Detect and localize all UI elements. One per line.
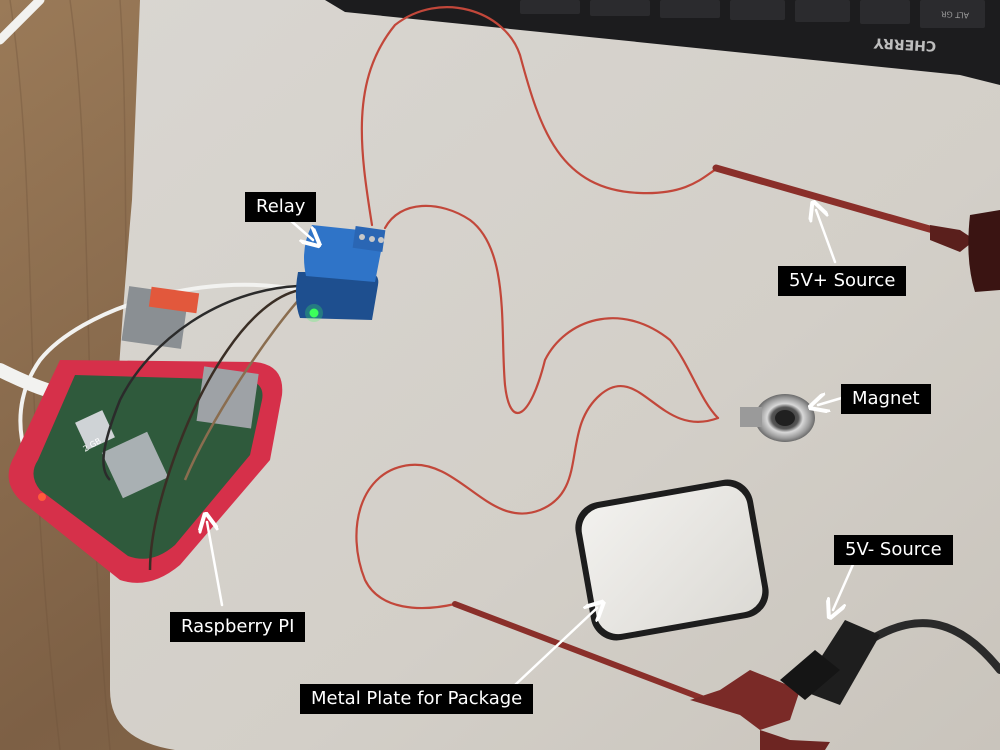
gpio-wires <box>102 284 306 571</box>
power-cable <box>780 619 1000 705</box>
raspberry-pi: 2 GB <box>8 284 306 583</box>
arrow-plate <box>513 608 597 687</box>
label-metal-plate: Metal Plate for Package <box>300 684 534 714</box>
ram-chip <box>75 410 115 450</box>
arrow-raspberry <box>207 522 224 607</box>
label-5v-minus: 5V- Source <box>834 535 953 565</box>
relay-module <box>295 225 386 322</box>
magnet <box>740 394 815 442</box>
label-5v-plus: 5V+ Source <box>778 266 907 296</box>
label-magnet: Magnet <box>841 384 931 414</box>
arrow-5v-minus <box>833 558 857 610</box>
keyboard-key-text: ALT GR <box>940 9 969 19</box>
5v-minus-probe <box>452 601 830 750</box>
arrow-magnet <box>818 397 847 405</box>
metal-plate <box>575 479 769 641</box>
annotation-arrows <box>207 210 857 687</box>
red-wires <box>355 6 720 610</box>
arrow-5v-plus <box>816 210 837 264</box>
relay-led <box>309 308 319 318</box>
label-relay: Relay <box>245 192 317 222</box>
label-raspberry-pi: Raspberry PI <box>170 612 306 642</box>
wire-relay-to-5v-plus <box>360 6 720 227</box>
arrow-relay <box>288 218 313 240</box>
keyboard-brand: CHERRY <box>873 34 937 53</box>
wire-relay-to-magnet <box>383 204 720 420</box>
cpu-heatsink <box>101 431 169 499</box>
power-led <box>38 493 46 501</box>
wire-magnet-to-probe <box>355 384 720 610</box>
